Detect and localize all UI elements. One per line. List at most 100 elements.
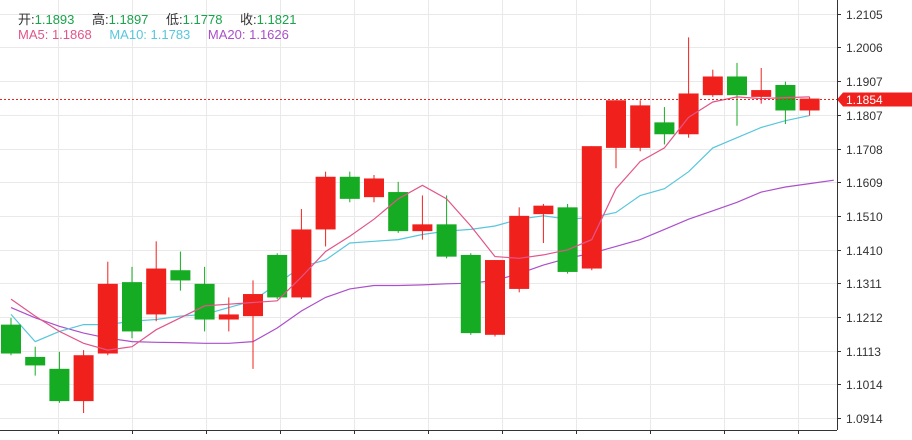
candle-body	[509, 215, 530, 289]
candle-body	[460, 254, 481, 334]
candle	[49, 351, 70, 403]
ma10-line-layer	[10, 115, 810, 343]
y-tick-label: 1.1510	[846, 210, 883, 224]
candle	[218, 297, 239, 332]
candle-body	[630, 105, 651, 148]
y-tick-label: 1.1609	[846, 176, 883, 190]
candle	[170, 251, 191, 291]
ma20-legend: MA20: 1.1626	[207, 27, 289, 42]
low-value: 1.1778	[182, 12, 223, 27]
candle-body	[799, 98, 820, 111]
candle	[702, 69, 723, 97]
candle	[775, 81, 796, 125]
current-price-layer: 1.1854	[0, 92, 912, 107]
y-tick-label: 1.1212	[846, 311, 883, 325]
candle	[97, 261, 118, 356]
candle-body	[243, 294, 263, 317]
candle-body	[581, 146, 602, 269]
current-price-label: 1.1854	[846, 93, 883, 107]
candle-body	[485, 260, 505, 335]
candle	[654, 107, 675, 145]
candle	[388, 181, 409, 233]
ma5-legend: MA5: 1.1868	[18, 27, 92, 42]
close-label: 收:	[240, 12, 257, 27]
low-label: 低:	[166, 12, 183, 27]
y-tick-label: 1.1014	[846, 378, 883, 392]
y-tick-label: 1.1907	[846, 75, 883, 89]
y-tick-label: 1.1410	[846, 244, 883, 258]
candle	[1, 317, 21, 356]
candle-body	[654, 122, 675, 135]
candle	[557, 203, 578, 274]
candle-body	[25, 356, 46, 366]
y-tick-label: 1.1113	[846, 345, 881, 359]
candle-body	[751, 90, 772, 97]
y-tick-label: 1.2105	[846, 8, 883, 22]
candle-body	[702, 76, 723, 96]
candle	[243, 280, 263, 369]
candle	[751, 67, 772, 104]
candle-body	[436, 224, 457, 257]
candle	[364, 175, 384, 203]
candle-body	[97, 283, 118, 354]
high-label: 高:	[92, 12, 109, 27]
candle	[122, 266, 142, 339]
candle-body	[218, 314, 239, 320]
candle-body	[606, 100, 626, 148]
y-tick-label: 1.0914	[846, 412, 883, 426]
candle-body	[727, 76, 747, 96]
candle	[485, 260, 505, 337]
candle	[727, 62, 747, 126]
y-tick-label: 1.2006	[846, 41, 883, 55]
candle-body	[146, 268, 167, 315]
candle-body	[170, 270, 191, 281]
high-value: 1.1897	[108, 12, 149, 27]
open-value: 1.1893	[34, 12, 75, 27]
candle-body	[339, 176, 360, 199]
candle	[436, 195, 457, 259]
candle-body	[267, 254, 288, 298]
y-axis: 1.2105 1.2006 1.1907 1.1807 1.1708 1.1609 1.15…	[0, 0, 883, 434]
ma20-line-layer	[10, 179, 834, 344]
open-label: 开:	[18, 12, 35, 27]
candle-body	[194, 283, 215, 320]
candle	[533, 203, 554, 244]
ma5-line-layer	[10, 96, 810, 351]
candle	[146, 241, 167, 322]
ohlc-readout: 开:1.1893 高:1.1897 低:1.1778 收:1.1821	[18, 9, 296, 28]
candle	[291, 209, 312, 300]
ma10-legend: MA10: 1.1783	[109, 27, 191, 42]
ma20-line	[10, 179, 834, 344]
candle	[339, 171, 360, 203]
candle-body	[412, 224, 433, 232]
candle	[412, 195, 433, 240]
candle-body	[291, 229, 312, 298]
y-tick-label: 1.1807	[846, 109, 883, 123]
candle-body	[364, 178, 384, 198]
candle	[581, 146, 602, 271]
candle-body	[533, 205, 554, 215]
current-price-tag	[837, 92, 912, 107]
candle	[630, 100, 651, 152]
y-tick-label: 1.1311	[846, 277, 882, 291]
candle	[73, 350, 94, 414]
candle	[267, 253, 288, 300]
candles-layer	[1, 37, 820, 414]
candle	[194, 266, 215, 332]
candle	[460, 253, 481, 335]
candle-body	[122, 282, 142, 332]
grid-lines	[0, 0, 837, 430]
candle	[315, 171, 336, 247]
candle	[25, 346, 46, 376]
y-tick-label: 1.1708	[846, 143, 883, 157]
ma5-line	[10, 96, 810, 351]
candle-body	[1, 324, 21, 354]
candle-body	[315, 176, 336, 230]
candle-body	[557, 207, 578, 272]
candle	[509, 207, 530, 293]
ma-legend: MA5: 1.1868 MA10: 1.1783 MA20: 1.1626	[18, 27, 289, 42]
candle	[678, 37, 699, 138]
close-value: 1.1821	[256, 12, 297, 27]
